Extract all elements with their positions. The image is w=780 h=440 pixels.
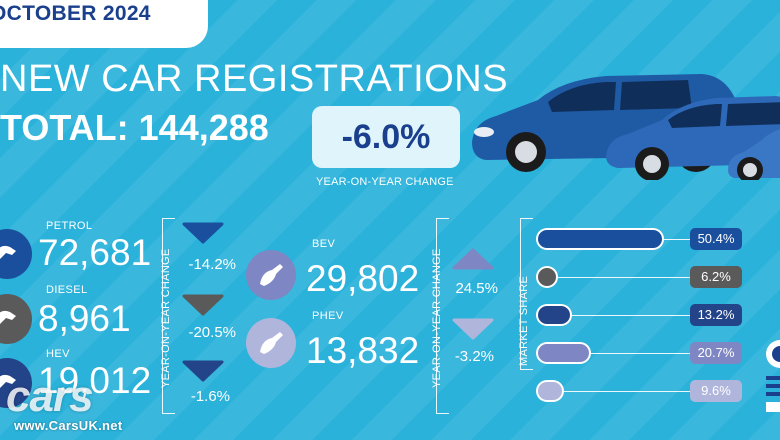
fuel-name-bev: BEV	[312, 238, 336, 250]
share-bar-phev	[538, 382, 562, 400]
share-value-diesel: 6.2%	[690, 266, 742, 288]
change-bev: 24.5%	[455, 280, 498, 297]
yoy-bracket-left	[162, 218, 175, 414]
carsuk-watermark: cars	[6, 372, 94, 421]
down-arrow-icon	[182, 222, 224, 244]
hybrid-pump-icon	[0, 358, 32, 408]
total-label: TOTAL:	[0, 107, 129, 148]
yoy-change-box: -6.0%	[312, 106, 460, 168]
fuel-name-diesel: DIESEL	[46, 284, 88, 296]
diesel-pump-icon	[0, 294, 32, 344]
share-bar-petrol	[538, 230, 662, 248]
carsuk-watermark-url: www.CarsUK.net	[14, 418, 123, 433]
total-value: 144,288	[138, 107, 269, 148]
fuel-value-hev: 19,012	[38, 360, 152, 401]
yoy-axis-label-right: YEAR-ON-YEAR CHANGE	[431, 248, 443, 388]
ev-plug-icon	[246, 250, 296, 300]
fuel-value-bev: 29,802	[306, 258, 420, 299]
cars-illustration	[472, 74, 780, 180]
yoy-change-value: -6.0%	[341, 118, 431, 156]
fuel-name-phev: PHEV	[312, 310, 344, 322]
down-arrow-icon	[182, 294, 224, 316]
yoy-bracket-right	[436, 218, 449, 414]
share-guide-diesel	[538, 277, 690, 278]
down-arrow-icon	[182, 360, 224, 382]
share-value-petrol: 50.4%	[690, 228, 742, 250]
change-phev: -3.2%	[454, 348, 494, 365]
plug-in-hybrid-icon	[246, 318, 296, 368]
total-registrations: TOTAL: 144,288	[0, 107, 269, 149]
change-diesel: -20.5%	[188, 324, 236, 341]
change-hev: -1.6%	[190, 388, 230, 405]
petrol-pump-icon	[0, 229, 32, 279]
change-petrol: -14.2%	[188, 256, 236, 273]
share-bar-hev	[538, 306, 570, 324]
share-guide-hev	[538, 315, 690, 316]
share-value-bev: 20.7%	[690, 342, 742, 364]
share-value-phev: 9.6%	[690, 380, 742, 402]
fuel-name-petrol: PETROL	[46, 220, 93, 232]
smmt-logo-icon	[766, 340, 780, 412]
fuel-value-phev: 13,832	[306, 330, 420, 371]
share-guide-phev	[538, 391, 690, 392]
fuel-name-hev: HEV	[46, 348, 70, 360]
market-share-label: MARKET SHARE	[518, 275, 530, 366]
date-badge: OCTOBER 2024	[0, 0, 208, 48]
yoy-change-caption: YEAR-ON-YEAR CHANGE	[316, 176, 454, 188]
date-label: OCTOBER 2024	[0, 2, 151, 25]
share-value-hev: 13.2%	[690, 304, 742, 326]
fuel-value-petrol: 72,681	[38, 232, 152, 273]
headline: NEW CAR REGISTRATIONS	[0, 58, 509, 100]
share-bar-bev	[538, 344, 589, 362]
down-arrow-icon	[452, 318, 494, 340]
market-share-bracket	[520, 218, 533, 370]
share-guide-bev	[538, 353, 690, 354]
up-arrow-icon	[452, 248, 494, 270]
share-bar-diesel	[538, 268, 556, 286]
fuel-value-diesel: 8,961	[38, 298, 131, 339]
